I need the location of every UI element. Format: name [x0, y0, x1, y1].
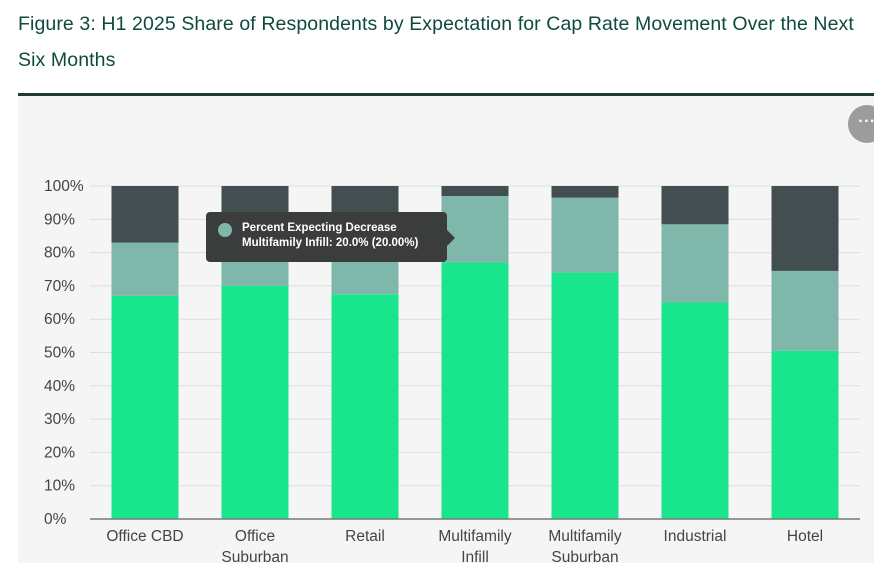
y-tick-label: 90% [44, 211, 75, 228]
bar-segment [661, 186, 729, 225]
x-category-label: Industrial [664, 528, 727, 545]
bar-segment [771, 350, 839, 519]
bar-segment [441, 262, 509, 519]
y-tick-label: 0% [44, 511, 67, 528]
x-category-label: Multifamily [548, 528, 621, 545]
bar-segment [551, 272, 619, 519]
y-tick-label: 80% [44, 245, 75, 262]
bar-segment [771, 186, 839, 271]
y-tick-label: 60% [44, 311, 75, 328]
bar-segment [441, 186, 509, 196]
x-category-label: Office CBD [106, 528, 183, 545]
more-options-button[interactable]: ··· [848, 105, 874, 143]
bar-segment [111, 242, 179, 296]
y-tick-label: 20% [44, 444, 75, 461]
tooltip-series-marker [218, 223, 232, 237]
bar-segment [111, 186, 179, 243]
bar-segment [221, 285, 289, 519]
x-category-label: Infill [461, 549, 489, 563]
y-tick-label: 30% [44, 411, 75, 428]
bar-segment [771, 270, 839, 351]
tooltip-series-name: Percent Expecting Decrease [242, 222, 397, 234]
bar-segment [441, 195, 509, 263]
bar-segment [661, 302, 729, 519]
chart-title: Figure 3: H1 2025 Share of Respondents b… [18, 13, 854, 71]
y-tick-label: 70% [44, 278, 75, 295]
y-tick-label: 10% [44, 478, 75, 495]
bar-segment [111, 295, 179, 519]
bar-segment [331, 294, 399, 519]
x-category-label: Office [235, 528, 275, 545]
x-category-label: Suburban [551, 549, 618, 563]
bar-segment [551, 197, 619, 273]
x-category-label: Retail [345, 528, 385, 545]
tooltip: Percent Expecting Decrease Multifamily I… [206, 212, 455, 262]
x-category-label: Suburban [221, 549, 288, 563]
more-horizontal-icon: ··· [858, 113, 874, 130]
y-tick-label: 100% [44, 178, 84, 195]
bar-segment [661, 224, 729, 303]
bar-segment [551, 186, 619, 198]
x-category-label: Multifamily [438, 528, 511, 545]
y-tick-label: 40% [44, 378, 75, 395]
title-divider [18, 93, 874, 96]
x-category-label: Hotel [787, 528, 823, 545]
y-tick-label: 50% [44, 345, 75, 362]
tooltip-value: Multifamily Infill: 20.0% (20.00%) [242, 237, 419, 249]
